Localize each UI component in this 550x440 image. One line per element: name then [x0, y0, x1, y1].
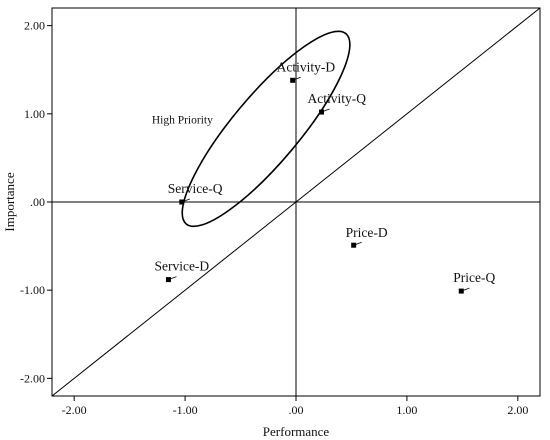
point-leader-price-d — [353, 241, 362, 246]
x-axis-title: Performance — [263, 424, 330, 439]
y-tick-label: .00 — [30, 195, 45, 209]
x-tick-label: -1.00 — [173, 403, 198, 417]
x-tick-label: .00 — [289, 403, 304, 417]
high-priority-ellipse — [181, 30, 351, 228]
point-leader-activity-q — [321, 108, 330, 113]
x-tick-label: 1.00 — [396, 403, 417, 417]
high-priority-label: High Priority — [152, 115, 213, 127]
point-label-activity-q: Activity-Q — [308, 91, 367, 106]
y-tick-label: 2.00 — [24, 19, 45, 33]
point-label-service-d: Service-D — [154, 259, 209, 274]
y-tick-label: 1.00 — [24, 107, 45, 121]
point-label-activity-d: Activity-D — [277, 59, 336, 74]
y-tick-label: -2.00 — [20, 371, 45, 385]
x-tick-label: -2.00 — [62, 403, 87, 417]
y-tick-label: -1.00 — [20, 283, 45, 297]
point-leader-price-q — [461, 287, 470, 292]
point-label-service-q: Service-Q — [168, 181, 223, 196]
point-leader-activity-d — [292, 76, 301, 81]
point-label-price-d: Price-D — [346, 225, 388, 240]
point-leader-service-d — [168, 276, 177, 280]
point-label-price-q: Price-Q — [453, 270, 495, 285]
y-axis-title: Importance — [2, 172, 17, 231]
reference-line-diagonal — [52, 8, 540, 396]
x-tick-label: 2.00 — [507, 403, 528, 417]
point-leader-service-q — [181, 198, 190, 203]
